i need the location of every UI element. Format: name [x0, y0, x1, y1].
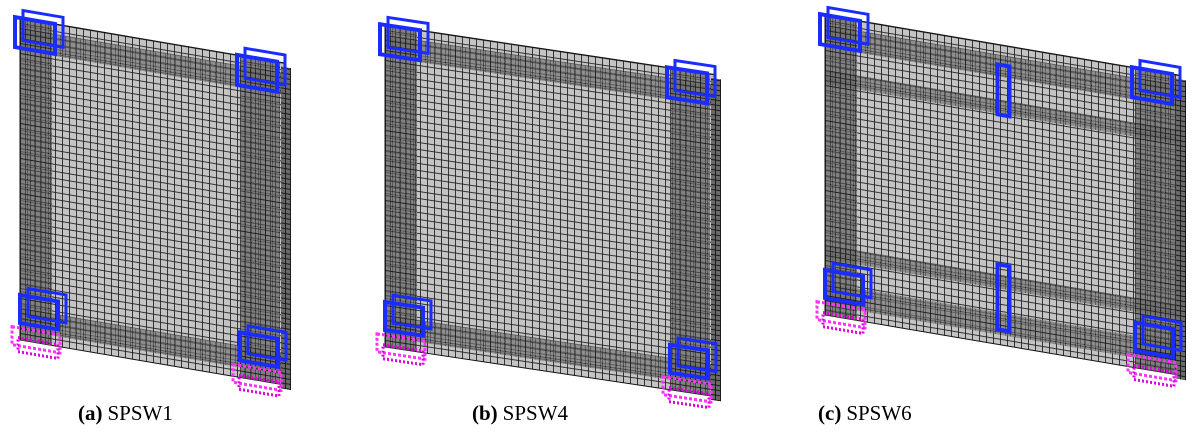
mesh-panels — [12, 6, 1186, 410]
caption-label: (c) — [818, 401, 841, 425]
caption: (c)SPSW6 — [818, 401, 912, 425]
caption-name: SPSW1 — [108, 401, 173, 425]
caption-name: SPSW6 — [846, 401, 911, 425]
caption: (a)SPSW1 — [78, 401, 173, 425]
wall-mesh — [377, 16, 721, 410]
caption: (b)SPSW4 — [472, 401, 569, 425]
caption-name: SPSW4 — [503, 401, 569, 425]
figure: (a)SPSW1 (b)SPSW4 (c)SPSW6 — [0, 0, 1201, 434]
caption-label: (b) — [472, 401, 498, 425]
wall-mesh — [817, 6, 1186, 389]
caption-label: (a) — [78, 401, 103, 425]
wall-mesh — [12, 9, 291, 398]
